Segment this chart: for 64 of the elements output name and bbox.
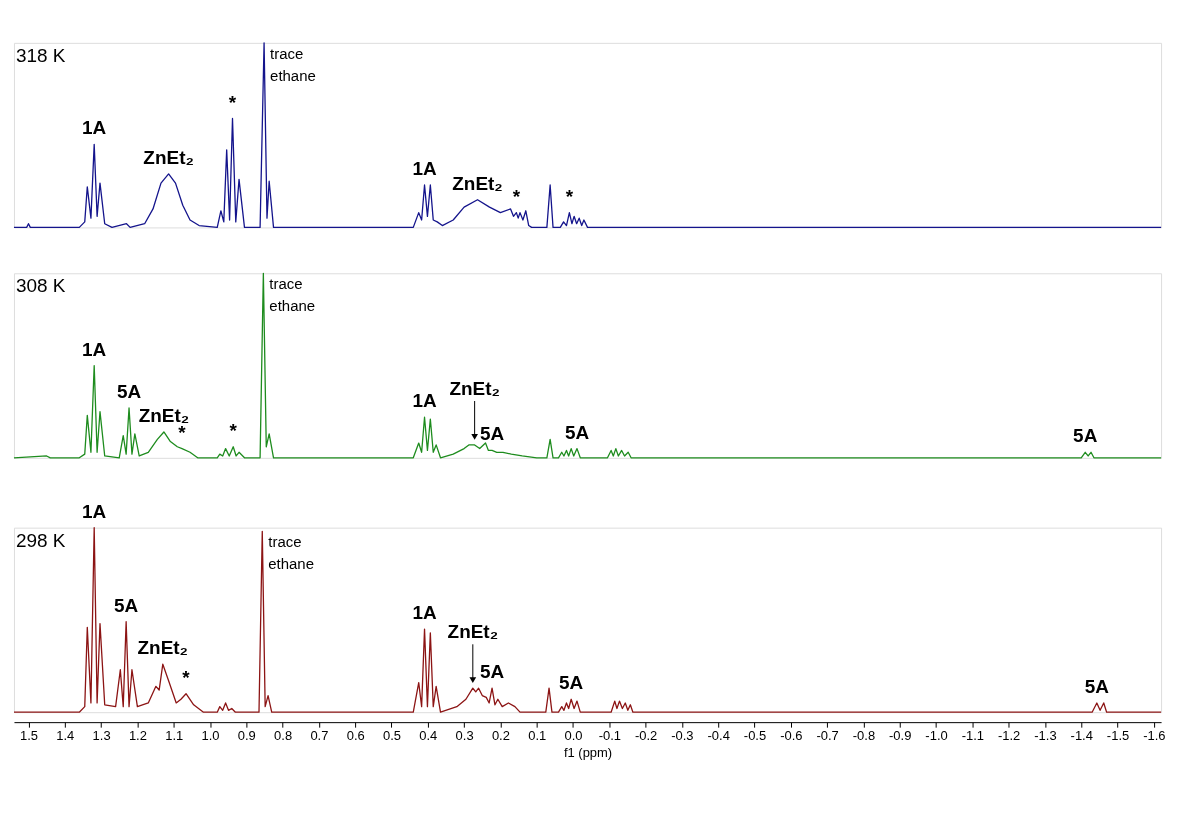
annotation: trace ethane [270, 44, 316, 84]
annotation: trace ethane [268, 533, 314, 573]
annotation: trace ethane [269, 275, 316, 315]
annotation: ZnEt₂ [143, 146, 194, 168]
annotation: 1A [412, 390, 437, 412]
x-tick-label: -1.0 [925, 727, 948, 743]
annotation: * [512, 185, 521, 207]
x-tick-label: -0.2 [634, 727, 658, 743]
annotation: * [229, 419, 238, 441]
x-tick-label: 0.0 [564, 727, 583, 743]
x-tick-label: -1.3 [1034, 727, 1057, 743]
annotation: 5A [479, 661, 505, 683]
x-tick-label: -0.5 [743, 727, 767, 743]
annotation: 5A [559, 672, 584, 694]
x-tick-label: -0.3 [671, 727, 694, 743]
annotation: 1A [82, 338, 107, 360]
x-tick-label: -0.1 [598, 727, 621, 743]
annotation: 1A [82, 117, 107, 139]
x-tick-label: 0.6 [346, 727, 365, 743]
annotation: * [565, 185, 574, 207]
x-tick-label: 0.4 [419, 727, 438, 743]
x-tick-label: -1.1 [961, 727, 984, 743]
annotation: ZnEt₂ [138, 405, 190, 427]
x-tick-label: -0.4 [707, 727, 730, 743]
x-tick-label: 1.4 [56, 727, 75, 743]
x-tick-label: -0.8 [852, 727, 876, 743]
x-tick-label: 1.5 [19, 727, 38, 743]
annotation: 5A [1073, 425, 1098, 447]
x-tick-label: -1.6 [1143, 727, 1166, 743]
x-tick-label: -1.5 [1106, 727, 1130, 743]
x-tick-label: -0.9 [889, 727, 912, 743]
x-tick-label: -0.7 [816, 727, 839, 743]
annotation: 5A [1084, 675, 1110, 697]
x-tick-label: 0.7 [310, 727, 329, 743]
x-tick-label: 0.3 [455, 727, 474, 743]
x-tick-label: -0.6 [780, 727, 803, 743]
annotation: 308 K [15, 275, 66, 297]
annotation: * [182, 666, 191, 688]
annotation: ZnEt₂ [447, 621, 499, 643]
annotation: * [228, 91, 237, 113]
annotation: 1A [412, 602, 437, 624]
annotation: 5A [114, 594, 139, 616]
x-tick-label: 1.1 [165, 727, 184, 743]
annotation: 5A [479, 423, 505, 445]
annotation: ZnEt₂ [449, 378, 500, 400]
annotation: 1A [412, 157, 437, 179]
x-tick-label: -1.4 [1070, 727, 1093, 743]
x-tick-label: 0.1 [528, 727, 547, 743]
x-tick-label: -1.2 [997, 727, 1021, 743]
x-tick-label: 0.9 [237, 727, 256, 743]
annotation: ZnEt₂ [452, 172, 503, 194]
annotation: 298 K [15, 529, 66, 551]
annotation: 5A [564, 421, 590, 443]
x-tick-label: 1.2 [128, 727, 147, 743]
x-tick-label: 0.8 [274, 727, 293, 743]
x-axis-title: f1 (ppm) [563, 744, 613, 760]
x-tick-label: 1.0 [201, 727, 220, 743]
annotation: ZnEt₂ [137, 637, 189, 659]
annotation: 5A [116, 381, 142, 403]
x-tick-label: 0.5 [382, 727, 402, 743]
x-tick-label: 0.2 [491, 727, 510, 743]
annotation: 318 K [15, 44, 66, 66]
x-tick-label: 1.3 [92, 727, 111, 743]
annotation: 1A [82, 500, 107, 522]
